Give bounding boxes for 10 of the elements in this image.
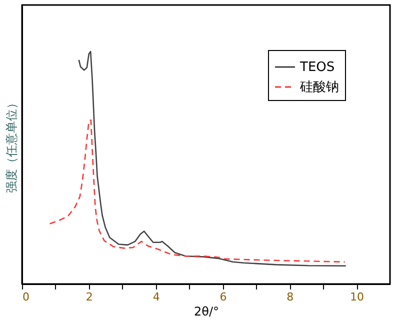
legend-label: 硅酸钠 — [299, 80, 339, 95]
x-tick-label: 2 — [86, 290, 93, 304]
x-tick-label: 6 — [220, 290, 227, 304]
y-axis-title: 强度（任意单位） — [4, 97, 18, 193]
legend-label: TEOS — [299, 60, 335, 75]
x-tick-label: 0 — [22, 290, 30, 304]
x-axis-title: 2θ/° — [194, 304, 220, 318]
x-tick-label: 4 — [152, 290, 160, 304]
x-tick-label: 8 — [286, 290, 294, 304]
x-tick-label: 10 — [350, 290, 364, 304]
